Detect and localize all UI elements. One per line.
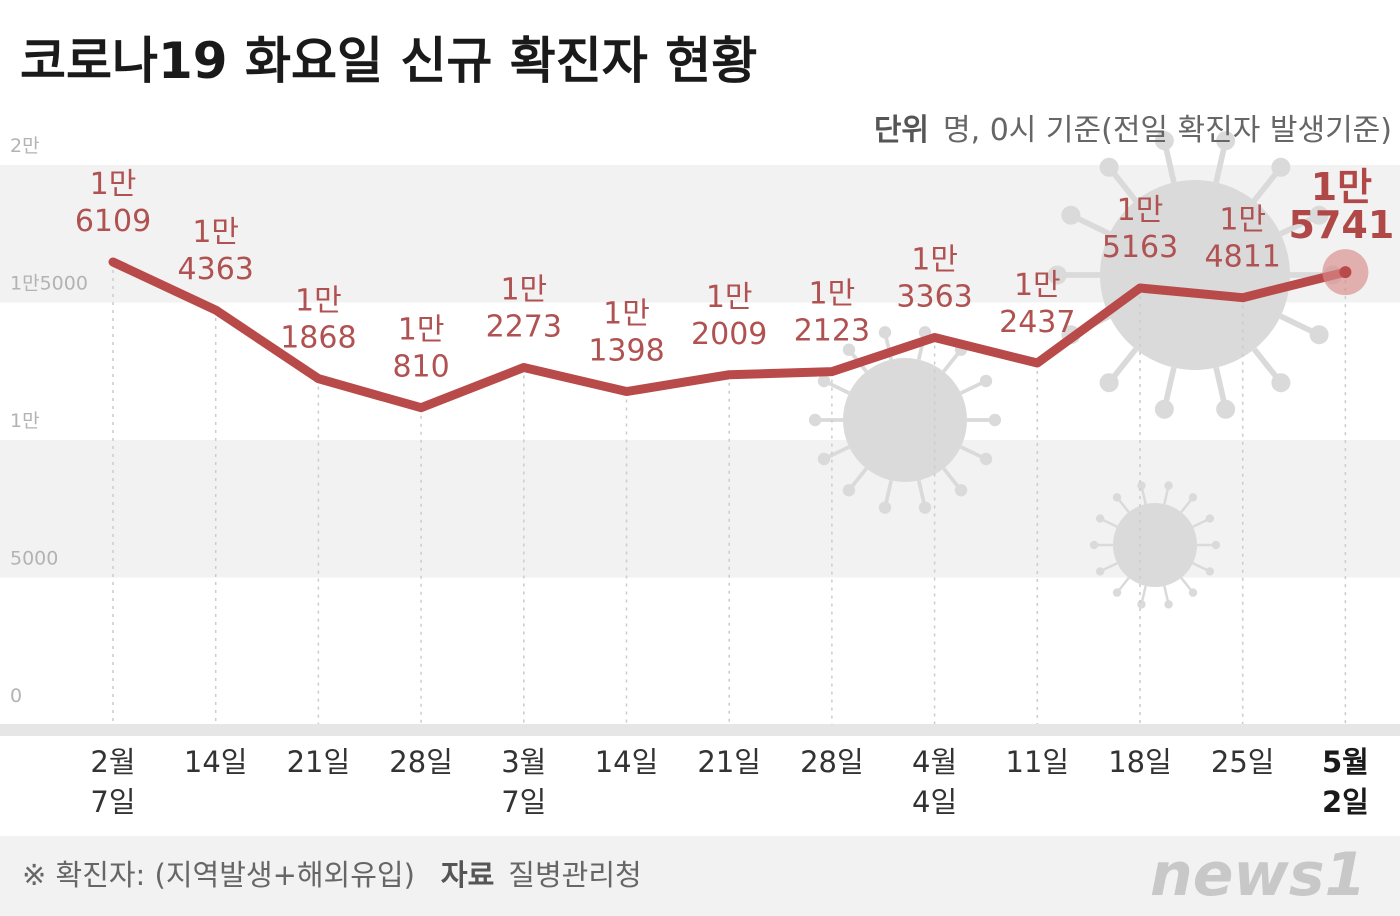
data-label-line: 5163 <box>1102 230 1178 265</box>
x-tick-line: 7일 <box>501 785 546 819</box>
footnote-text: ※ 확진자: (지역발생+해외유입) <box>22 858 415 892</box>
data-label-line: 2273 <box>486 309 562 344</box>
x-axis-band <box>0 724 1400 736</box>
data-label-line: 3363 <box>896 280 972 315</box>
footnote: ※ 확진자: (지역발생+해외유입) 자료 질병관리청 <box>22 858 642 892</box>
data-label-line: 1만 <box>295 284 342 319</box>
data-label: 1만 4363 <box>178 215 254 287</box>
x-tick-label: 2월 7일 <box>90 745 135 819</box>
virus-icon-medium <box>808 326 1002 514</box>
x-tick-label: 18일 <box>1108 745 1172 779</box>
x-tick-label: 3월 7일 <box>501 745 546 819</box>
data-label-line: 810 <box>392 350 449 385</box>
footer-band <box>0 836 1400 916</box>
data-label-line: 1868 <box>280 321 356 356</box>
x-tick-label: 28일 <box>800 745 864 779</box>
x-tick-label: 28일 <box>389 745 453 779</box>
data-label: 1만 2009 <box>691 280 767 352</box>
data-label: 1만 3363 <box>896 243 972 315</box>
data-label-line: 1만 <box>911 243 958 278</box>
data-label-line: 1만 <box>809 277 856 312</box>
data-label-line: 1만 <box>1219 203 1266 238</box>
vertical-grid <box>112 262 1347 728</box>
data-label: 1만 2123 <box>794 277 870 349</box>
x-tick-label: 5월 2일 <box>1322 745 1369 819</box>
page-title: 코로나19 화요일 신규 확진자 현황 <box>20 32 757 90</box>
x-tick-label: 11일 <box>1006 745 1070 779</box>
data-label-line: 1만 <box>1117 193 1164 228</box>
x-tick-label: 25일 <box>1211 745 1275 779</box>
x-tick-line: 28일 <box>389 745 453 779</box>
source-label: 자료 <box>441 858 494 892</box>
news1-logo: news1 <box>1150 840 1366 910</box>
data-label-line: 1만 <box>1311 165 1372 209</box>
data-label-line: 5741 <box>1289 203 1395 247</box>
unit-label: 단위 <box>874 113 929 148</box>
y-axis-ticks: 0 5000 1만 1만5000 2만 <box>10 135 88 707</box>
data-label: 1만 5741 <box>1289 165 1395 247</box>
x-tick-label: 21일 <box>697 745 761 779</box>
virus-icon-small <box>1089 481 1221 609</box>
data-label-line: 1만 <box>1014 268 1061 303</box>
source-text: 질병관리청 <box>508 858 641 892</box>
data-label-line: 2123 <box>794 314 870 349</box>
x-tick-line: 14일 <box>184 745 248 779</box>
data-label-line: 4811 <box>1205 240 1281 275</box>
data-label: 1만 1398 <box>588 297 664 369</box>
x-tick-line: 3월 <box>501 745 546 779</box>
x-tick-line: 18일 <box>1108 745 1172 779</box>
x-tick-line: 21일 <box>287 745 351 779</box>
x-tick-line: 4일 <box>912 785 957 819</box>
x-tick-label: 4월 4일 <box>912 745 957 819</box>
y-tick-label: 1만 <box>10 410 40 432</box>
x-tick-line: 7일 <box>90 785 135 819</box>
data-label-line: 1만 <box>500 272 547 307</box>
data-label-line: 1만 <box>398 313 445 348</box>
unit-note: 단위 명, 0시 기준(전일 확진자 발생기준) <box>874 113 1392 148</box>
data-label: 1만 5163 <box>1102 193 1178 265</box>
data-label: 1만 2273 <box>486 272 562 344</box>
data-label-line: 1만 <box>706 280 753 315</box>
data-label-line: 2437 <box>999 305 1075 340</box>
x-tick-line: 4월 <box>912 745 957 779</box>
data-label: 1만 4811 <box>1205 203 1281 275</box>
data-label-line: 1만 <box>192 215 239 250</box>
x-tick-line: 2월 <box>90 745 135 779</box>
x-tick-label: 14일 <box>595 745 659 779</box>
x-tick-line: 11일 <box>1006 745 1070 779</box>
x-tick-line: 2일 <box>1322 785 1369 819</box>
x-tick-label: 14일 <box>184 745 248 779</box>
y-tick-label: 1만5000 <box>10 273 88 295</box>
data-label: 1만 1868 <box>280 284 356 356</box>
data-label-line: 1만 <box>90 167 137 202</box>
data-label: 1만 6109 <box>75 167 151 239</box>
data-point <box>1339 266 1352 279</box>
data-label-line: 4363 <box>178 252 254 287</box>
series-line <box>108 257 1350 413</box>
x-tick-line: 21일 <box>697 745 761 779</box>
y-tick-label: 0 <box>10 685 22 707</box>
data-label-line: 2009 <box>691 317 767 352</box>
unit-text: 명, 0시 기준(전일 확진자 발생기준) <box>943 113 1392 148</box>
y-tick-label: 2만 <box>10 135 40 157</box>
x-tick-line: 25일 <box>1211 745 1275 779</box>
x-tick-line: 14일 <box>595 745 659 779</box>
data-label-line: 1398 <box>588 334 664 369</box>
y-tick-label: 5000 <box>10 548 58 570</box>
x-tick-label: 21일 <box>287 745 351 779</box>
data-label: 1만 2437 <box>999 268 1075 340</box>
logo-text: news1 <box>1150 840 1366 910</box>
data-points <box>1322 249 1369 296</box>
data-label-line: 6109 <box>75 204 151 239</box>
x-tick-line: 5월 <box>1322 745 1369 779</box>
band-1 <box>0 577 1400 715</box>
data-label-line: 1만 <box>603 297 650 332</box>
x-tick-line: 28일 <box>800 745 864 779</box>
data-label: 1만 810 <box>392 313 449 385</box>
